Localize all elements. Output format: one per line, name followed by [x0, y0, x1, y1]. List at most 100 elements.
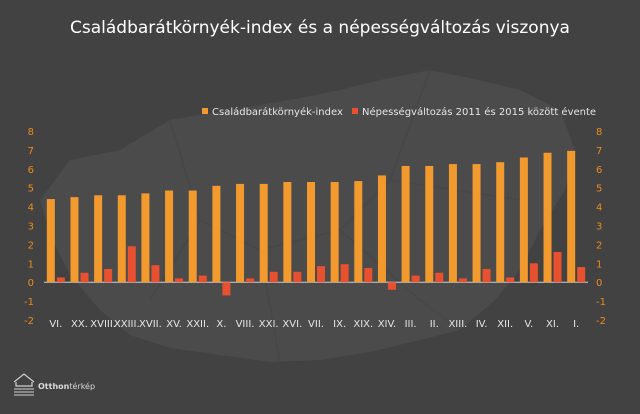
y-tick-left: 6: [28, 165, 34, 176]
chart-title: Családbarátkörnyék-index és a népességvá…: [70, 18, 570, 38]
category-label: XIII.: [448, 319, 467, 330]
bar-index: [117, 195, 126, 283]
bar-population-change: [56, 277, 65, 283]
bar-population-change: [269, 271, 278, 283]
category-label: XVI.: [282, 319, 302, 330]
bar-index: [330, 182, 339, 283]
bar-index: [543, 152, 552, 283]
bar-index: [401, 165, 410, 283]
bar-index: [448, 164, 457, 283]
y-tick-left: 3: [28, 222, 34, 233]
bar-population-change: [127, 246, 136, 283]
y-tick-left: 0: [28, 278, 34, 289]
bar-index: [425, 165, 434, 283]
y-tick-right: 5: [596, 184, 602, 195]
bar-population-change: [364, 268, 373, 283]
bar-population-change: [246, 278, 255, 283]
y-tick-left: 8: [28, 127, 34, 138]
category-label: XXIII.: [114, 319, 140, 330]
legend-label-population: Népességváltozás 2011 és 2015 között éve…: [362, 106, 596, 118]
bar-population-change: [293, 271, 302, 283]
bar-index: [46, 199, 55, 283]
category-label: XVIII.: [90, 319, 116, 330]
category-label: XIV.: [378, 319, 397, 330]
category-label: VII.: [308, 319, 324, 330]
bar-population-change: [411, 275, 420, 283]
y-tick-left: 2: [28, 240, 34, 251]
bar-index: [165, 190, 174, 283]
logo-text: Otthontérkép: [38, 382, 95, 391]
category-labels: VI. XX. XVIII.XXIII. XVII. XV. XXII. X. VIII. XX…: [49, 319, 579, 330]
category-label: IX.: [333, 319, 346, 330]
bar-population-change: [577, 267, 586, 283]
category-label: XII.: [497, 319, 513, 330]
legend: Családbarátkörnyék-index Népességváltozá…: [202, 106, 596, 118]
category-label: II.: [430, 319, 439, 330]
y-tick-right: 6: [596, 165, 602, 176]
bar-population-change: [529, 263, 538, 283]
category-label: X.: [216, 319, 226, 330]
bar-population-change: [80, 272, 89, 283]
bar-index: [259, 183, 268, 283]
category-label: XXII.: [186, 319, 209, 330]
bar-index: [188, 190, 197, 283]
legend-swatch-index: [202, 108, 208, 114]
house-stack-icon: [13, 373, 35, 396]
bar-population-change: [506, 277, 515, 283]
y-axis-left: 8 7 6 5 4 3 2 1 0 -1 -2: [24, 127, 34, 327]
category-label: XIX.: [353, 319, 373, 330]
category-label: XVII.: [139, 319, 162, 330]
bar-population-change: [151, 265, 160, 283]
logo-brand-light: térkép: [69, 382, 96, 391]
category-label: XV.: [166, 319, 182, 330]
y-tick-right: 2: [596, 240, 602, 251]
y-tick-right: 0: [596, 278, 602, 289]
bar-population-change: [553, 251, 562, 283]
legend-swatch-population: [352, 108, 358, 114]
bar-population-change: [175, 278, 184, 283]
bar-population-change: [435, 272, 444, 283]
bar-index: [307, 182, 315, 283]
category-label: XXI.: [259, 319, 279, 330]
bar-index: [354, 181, 363, 283]
bar-index: [496, 162, 505, 283]
y-tick-left: -2: [24, 316, 34, 327]
y-tick-left: 7: [28, 146, 34, 157]
bar-population-change: [198, 275, 207, 283]
bar-population-change: [387, 282, 396, 290]
category-label: V.: [525, 319, 534, 330]
legend-label-index: Családbarátkörnyék-index: [212, 106, 343, 118]
category-label: VI.: [49, 319, 62, 330]
y-tick-right: 7: [596, 146, 602, 157]
bar-index: [519, 157, 528, 283]
category-label: IV.: [476, 319, 488, 330]
y-tick-right: 1: [596, 259, 602, 270]
y-tick-right: 3: [596, 222, 602, 233]
category-label: I.: [573, 319, 579, 330]
bar-population-change: [340, 264, 349, 283]
bar-index: [94, 195, 103, 283]
y-tick-left: -1: [24, 297, 34, 308]
bar-population-change: [222, 282, 231, 296]
bar-index: [567, 150, 576, 283]
logo: Otthontérkép: [12, 368, 162, 408]
category-label: VIII.: [236, 319, 255, 330]
y-tick-right: -2: [596, 316, 606, 327]
bar-index: [472, 164, 481, 283]
category-label: III.: [405, 319, 417, 330]
bars: [46, 150, 586, 296]
y-tick-left: 1: [28, 259, 34, 270]
category-label: XI.: [546, 319, 559, 330]
bar-population-change: [458, 278, 467, 283]
bar-index: [377, 175, 386, 283]
y-tick-right: 4: [596, 203, 602, 214]
bar-population-change: [104, 268, 113, 283]
bar-index: [141, 193, 150, 283]
y-tick-right: -1: [596, 297, 606, 308]
bar-index: [283, 182, 292, 283]
bar-population-change: [482, 268, 491, 283]
bar-index: [236, 183, 245, 283]
bar-index: [70, 197, 79, 283]
y-tick-left: 4: [28, 203, 34, 214]
